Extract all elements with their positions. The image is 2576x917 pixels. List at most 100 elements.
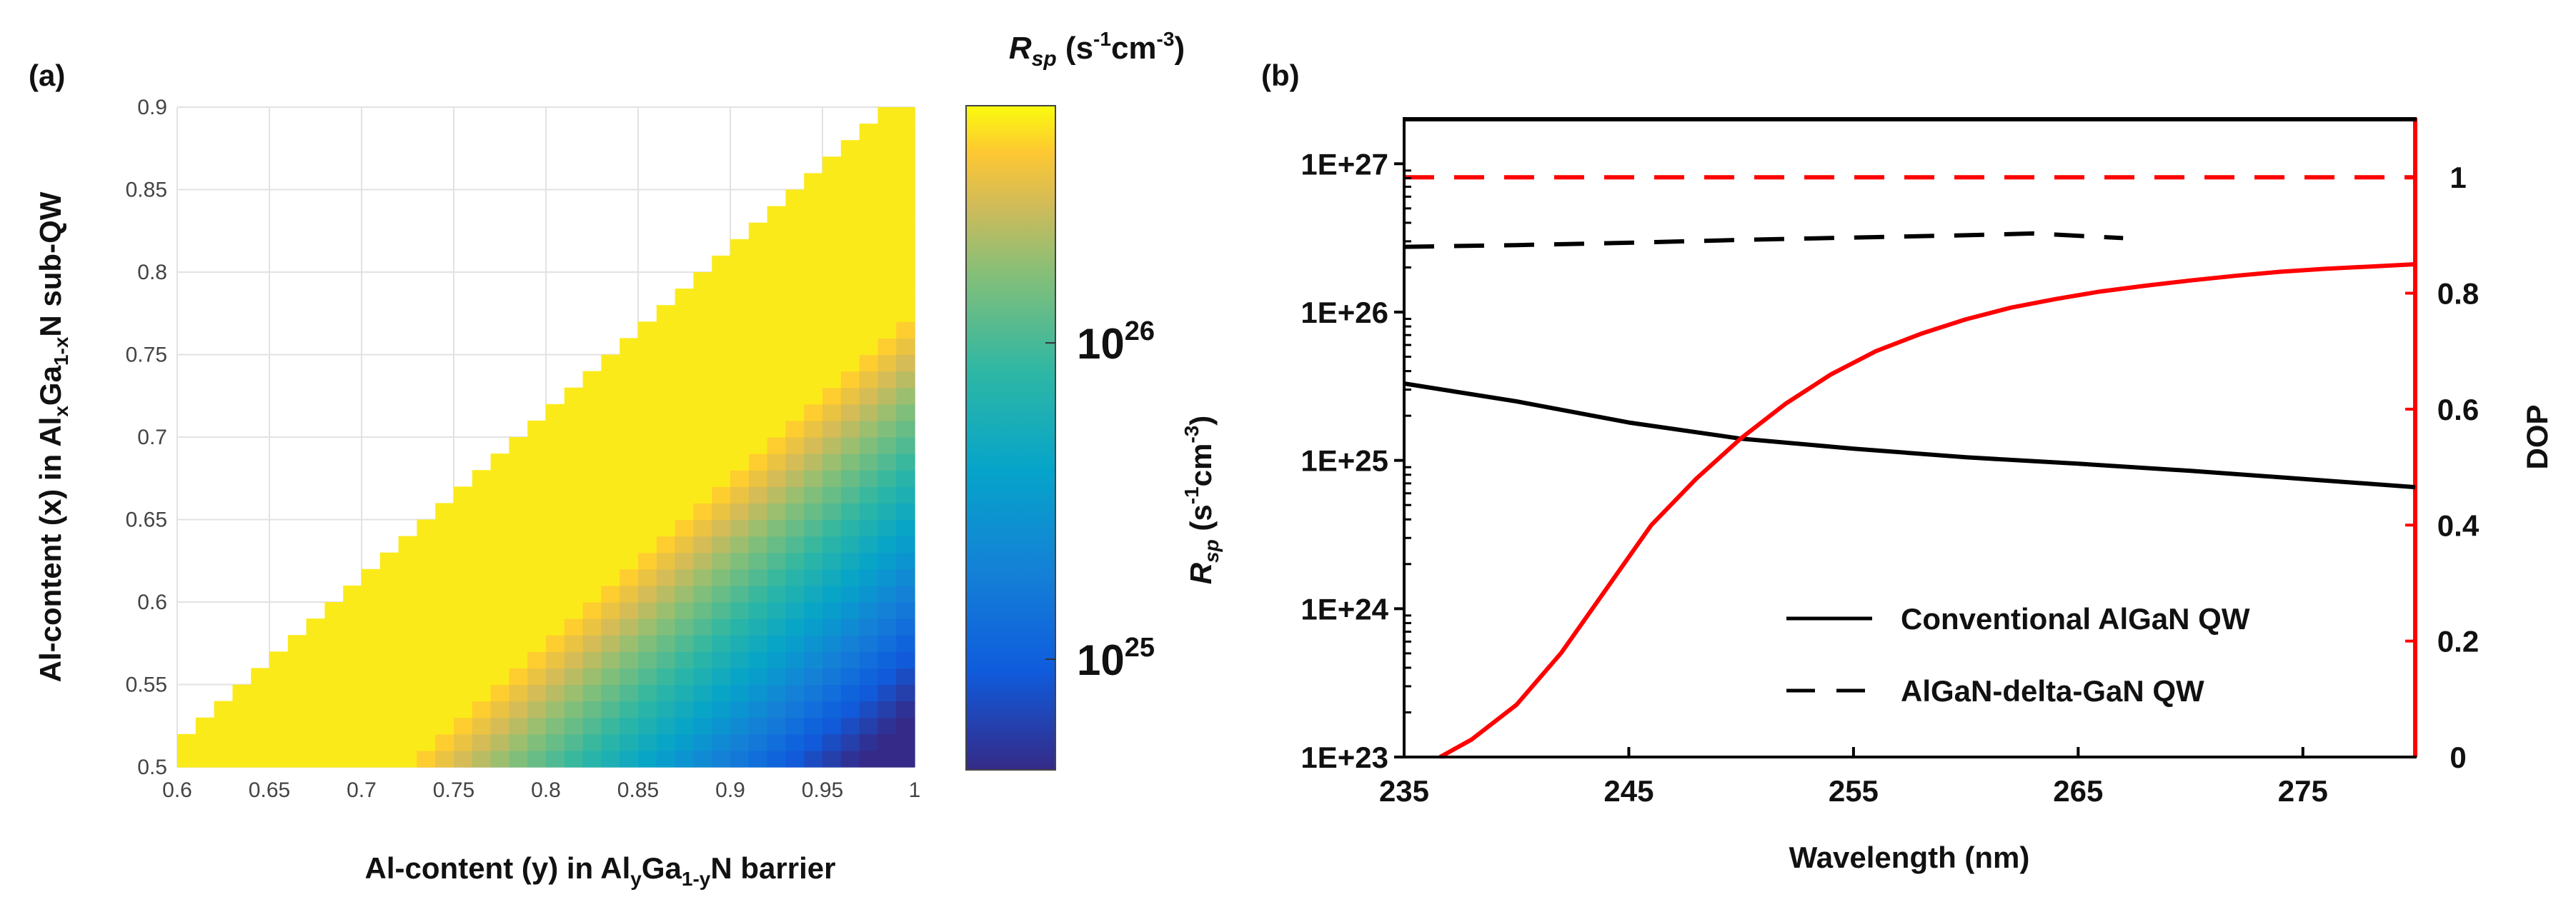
heatmap-cell <box>490 536 509 553</box>
heatmap-cell <box>435 635 454 652</box>
heatmap-cell <box>601 470 620 487</box>
heatmap-cell <box>785 338 805 356</box>
heatmap-cell <box>638 717 657 735</box>
heatmap-cell <box>730 684 750 702</box>
colorbar <box>965 105 1056 771</box>
heatmap-cell <box>730 618 750 636</box>
heatmap-cell <box>785 289 805 306</box>
heatmap-cell <box>822 585 842 603</box>
heatmap-cell <box>804 420 823 438</box>
heatmap-cell <box>822 321 842 339</box>
heatmap-cell <box>712 321 731 339</box>
heatmap-cell <box>693 437 712 454</box>
heatmap-cell <box>804 733 823 751</box>
heatmap-x-tick-label: 0.7 <box>347 778 377 802</box>
heatmap-cell <box>564 701 584 718</box>
heatmap-cell <box>712 701 731 718</box>
heatmap-cell <box>490 552 509 570</box>
heatmap-y-tick-label: 0.55 <box>126 673 167 697</box>
heatmap-cell <box>767 733 786 751</box>
heatmap-cell <box>656 651 676 668</box>
heatmap-cell <box>620 568 639 586</box>
heatmap-cell <box>490 486 509 503</box>
heatmap-cell <box>877 206 897 224</box>
heatmap-y-tick-label: 0.7 <box>137 426 167 449</box>
heatmap-cell <box>582 651 602 668</box>
heatmap-cell <box>675 437 694 454</box>
colorbar-title-sup: -3 <box>1157 28 1175 50</box>
heatmap-cell <box>822 255 842 273</box>
heatmap-cell <box>877 454 897 471</box>
heatmap-cell <box>324 602 344 619</box>
heatmap-cell <box>454 701 473 718</box>
wavelength-axis-ticks: 235 245 255 265 275 <box>1379 747 2328 808</box>
heatmap-cell <box>748 651 768 668</box>
heatmap-cell <box>287 701 307 718</box>
heatmap-cell <box>859 750 878 768</box>
heatmap-cell <box>712 371 731 389</box>
heatmap-cell <box>804 568 823 586</box>
heatmap-cell <box>527 684 547 702</box>
heatmap-cell <box>730 404 750 421</box>
heatmap-cell <box>840 437 860 454</box>
heatmap-cell <box>379 568 399 586</box>
heatmap-cell <box>472 503 492 521</box>
heatmap-cell <box>638 354 657 372</box>
heatmap-cell <box>859 272 878 289</box>
heatmap-cell <box>896 206 915 224</box>
wavelength-tick-label: 245 <box>1603 774 1653 808</box>
heatmap-cell <box>804 750 823 768</box>
heatmap-cell <box>638 651 657 668</box>
heatmap-cell <box>748 239 768 256</box>
heatmap-cell <box>822 156 842 174</box>
heatmap-cell <box>472 668 492 686</box>
heatmap-cell <box>877 140 897 157</box>
heatmap-cell <box>730 321 750 339</box>
heatmap-cell <box>379 733 399 751</box>
heatmap-cell <box>730 470 750 487</box>
heatmap-cell <box>269 701 289 718</box>
heatmap-cell <box>767 454 786 471</box>
heatmap-cell <box>454 618 473 636</box>
heatmap-cell <box>620 701 639 718</box>
heatmap-cell <box>601 568 620 586</box>
heatmap-cell <box>582 701 602 718</box>
heatmap-cell <box>638 568 657 586</box>
heatmap-cell <box>767 420 786 438</box>
heatmap-cell <box>748 470 768 487</box>
heatmap-cell <box>859 470 878 487</box>
heatmap-cell <box>398 585 417 603</box>
heatmap-cell <box>896 519 915 537</box>
heatmap-cell <box>582 387 602 405</box>
heatmap-cell <box>840 289 860 306</box>
heatmap-cell <box>804 651 823 668</box>
heatmap-cell <box>896 454 915 471</box>
heatmap-cell <box>490 503 509 521</box>
heatmap-cell <box>804 255 823 273</box>
heatmap-cell <box>785 668 805 686</box>
heatmap-cell <box>509 568 528 586</box>
heatmap-cell <box>546 568 565 586</box>
heatmap-cell <box>343 750 362 768</box>
heatmap-cell <box>693 387 712 405</box>
heatmap-cell <box>840 371 860 389</box>
heatmap-cell <box>748 486 768 503</box>
heatmap-cell <box>564 668 584 686</box>
heatmap-cells <box>177 107 915 768</box>
heatmap-cell <box>822 503 842 521</box>
heatmap-cell <box>712 618 731 636</box>
heatmap-cell <box>656 470 676 487</box>
dop-tick-label: 1 <box>2450 161 2466 194</box>
heatmap-cell <box>840 420 860 438</box>
heatmap-cell <box>877 387 897 405</box>
heatmap-cell <box>343 733 362 751</box>
heatmap-y-tick-label: 0.6 <box>137 591 167 614</box>
heatmap-cell <box>546 717 565 735</box>
heatmap-cell <box>693 684 712 702</box>
heatmap-cell <box>693 635 712 652</box>
heatmap-cell <box>564 618 584 636</box>
heatmap-cell <box>675 305 694 322</box>
heatmap-cell <box>362 635 381 652</box>
heatmap-cell <box>638 503 657 521</box>
heatmap-cell <box>859 503 878 521</box>
